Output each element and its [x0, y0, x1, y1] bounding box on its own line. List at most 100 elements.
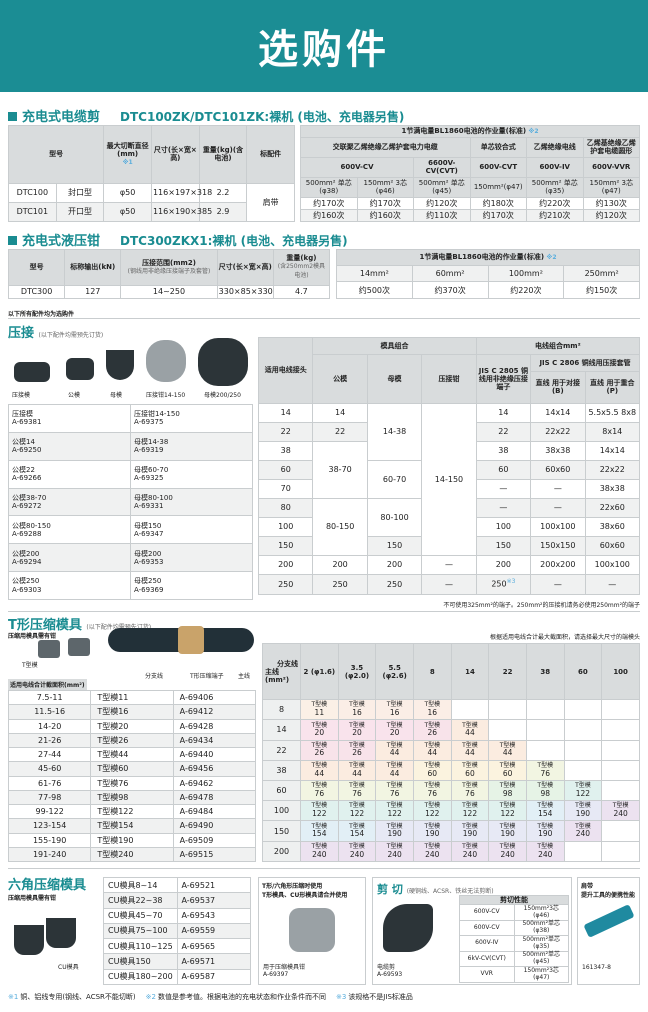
t-die-cell: T型模 122 [337, 800, 377, 822]
cell-value: 20 [314, 728, 325, 738]
table-row: 600V-CV 150mm²3芯(φ46) [459, 904, 569, 921]
cell-value: 122 [425, 809, 440, 819]
cut-title: 剪 切 [377, 883, 403, 896]
cell: 60 [475, 459, 532, 480]
table-row: 公模38-70 A-69272 母模80-100 A-69331 [8, 487, 253, 517]
image-label: 压接模 [12, 392, 31, 399]
value: 60 [498, 465, 509, 475]
th-volt: 600V-CV [300, 156, 414, 178]
cell: 约500次 [336, 281, 413, 299]
cell: 155-190 [7, 832, 92, 848]
image-label: 公模 [68, 392, 81, 399]
cell: 14 [312, 402, 368, 423]
cell: A-69521 [176, 876, 251, 894]
t-die-cell: T型模 16 [412, 699, 452, 721]
cell: 116×190×385 [150, 201, 212, 223]
cu-die-image [46, 918, 76, 948]
cell: 99-122 [7, 803, 92, 820]
cell: 38x38 [584, 478, 641, 499]
table-row: 公模200 A-69294 母模200 A-69353 [8, 543, 253, 573]
cell-prefix: T型模 [311, 721, 328, 729]
cell: 14mm² [336, 264, 413, 283]
main-size: 200 [262, 840, 301, 863]
cell-prefix: T型模 [386, 822, 403, 830]
main-size: 150 [262, 820, 301, 842]
image-label: 压接钳14-150 [146, 392, 186, 399]
cell-value: 190 [425, 829, 440, 839]
cell-value: 240 [387, 849, 402, 859]
t-die-cell: T型模 44 [488, 739, 527, 761]
cell-value: 240 [462, 849, 478, 859]
cell-prefix: T型模 [311, 802, 328, 810]
table-row: 7.5-11 T型模11 A-69406 [7, 689, 257, 706]
table-row: 77-98 T型模98 A-69478 [7, 789, 257, 806]
cell: CU模具150 [103, 953, 178, 970]
part-code: A-69319 [134, 446, 164, 455]
main-size: 38 [262, 759, 301, 782]
cell: 150mm²3芯(φ47) [513, 966, 569, 983]
cell: 约210次 [526, 208, 584, 223]
th-2806: JIS C 2806 铜线用压接套管 [530, 353, 640, 372]
t-die-cell [563, 699, 603, 721]
cell: 约160次 [300, 208, 358, 223]
t-die-cell [601, 820, 640, 842]
cell: 100x100 [530, 516, 586, 537]
part-cell: 公模38-70 A-69272 [8, 487, 131, 517]
footnote-text: 数值是参考值。根据电池的充电状态和作业条件而不同 [157, 993, 326, 1001]
value: 250 [491, 580, 507, 590]
table-row: DTC101 开口型 φ50 116×190×385 2.9 [8, 201, 295, 223]
cell: — [530, 478, 586, 499]
th-male: 公模 [312, 353, 368, 404]
th-branch: 60 [563, 642, 603, 701]
cell-value: 60 [502, 768, 513, 778]
table-row: VVR 150mm²3芯(φ47) [459, 966, 569, 983]
tdie-title: T形压缩模具 (以下配件均需预先订货) [8, 614, 151, 633]
value: 22 [498, 427, 509, 437]
table-row: 22 T型模 26 T型模 26 T型模 44 T型模 44 T型模 44 T型模 44 [262, 739, 640, 761]
t-die-cell: T型模 60 [450, 759, 490, 782]
cell: A-69571 [176, 953, 251, 970]
table-row: 45-60 T型模60 A-69456 [7, 761, 257, 777]
main-size: 60 [262, 780, 301, 802]
table-row: 150 T型模 154 T型模 154 T型模 190 T型模 190 T型模 190 T型模 190 T… [262, 820, 640, 842]
t-die-cell: T型模 122 [412, 800, 452, 822]
cell-value: 240 [575, 829, 591, 839]
th-range-sub: (钢线用非绝缘压接端子及套管) [127, 267, 211, 275]
cell: 250mm² [563, 264, 640, 283]
table-row: 150 150 150 150x150 60x60 [257, 535, 641, 556]
cell-prefix: T型模 [311, 822, 328, 830]
t-die-cell [601, 759, 640, 782]
part-cell: 压接模 A-69381 [8, 404, 131, 433]
terminal-label: T形压缩端子 [190, 673, 224, 680]
cell: 250 [312, 573, 368, 596]
cell-value: 11 [314, 707, 325, 717]
cell-value: 26 [314, 748, 325, 758]
cell-value: 26 [427, 728, 438, 738]
t-die-cell: T型模 26 [300, 739, 339, 761]
cell-value: 122 [349, 809, 365, 819]
cell: 600V-CV [459, 920, 515, 937]
part-cell: 母模150 A-69347 [130, 515, 253, 545]
tdie-list-header: 适用电线合计截面积(mm²) [8, 679, 87, 690]
cell-value: 44 [465, 748, 475, 758]
th-2805: JIS C 2805 铜线用非绝缘压接端子 [475, 353, 532, 404]
cell: 38 [257, 440, 314, 461]
cut-box: 剪 切 (硬铜线、ACSR、铁丝无法剪断) 电缆剪 A-69593 剪切性能 600… [372, 877, 572, 985]
cell: DTC300 [7, 284, 66, 299]
note-3: ※3 [506, 578, 516, 586]
t-die-cell: T型模 44 [300, 759, 339, 782]
cell-prefix: T型模 [349, 782, 365, 790]
table-row: 公模80-150 A-69288 母模150 A-69347 [8, 515, 253, 545]
cell-prefix: T型模 [537, 762, 554, 770]
cell-prefix: T型模 [424, 802, 441, 810]
cell: 330×85×330 [216, 284, 274, 299]
cell: 22 [257, 421, 314, 442]
cut-subtitle: (硬铜线、ACSR、铁丝无法剪断) [406, 888, 494, 895]
table-row: 80 80-150 80-100— —22x60 [257, 497, 641, 556]
table-row: 191-240 T型模240 A-69515 [7, 846, 257, 863]
t-die-cell: T型模 44 [375, 739, 414, 761]
value: 14 [498, 408, 509, 418]
cell-value: 154 [312, 829, 327, 839]
cell: 80-100 [366, 497, 423, 537]
crimp-title: 压接 (以下配件均需预先订货) [8, 322, 103, 341]
